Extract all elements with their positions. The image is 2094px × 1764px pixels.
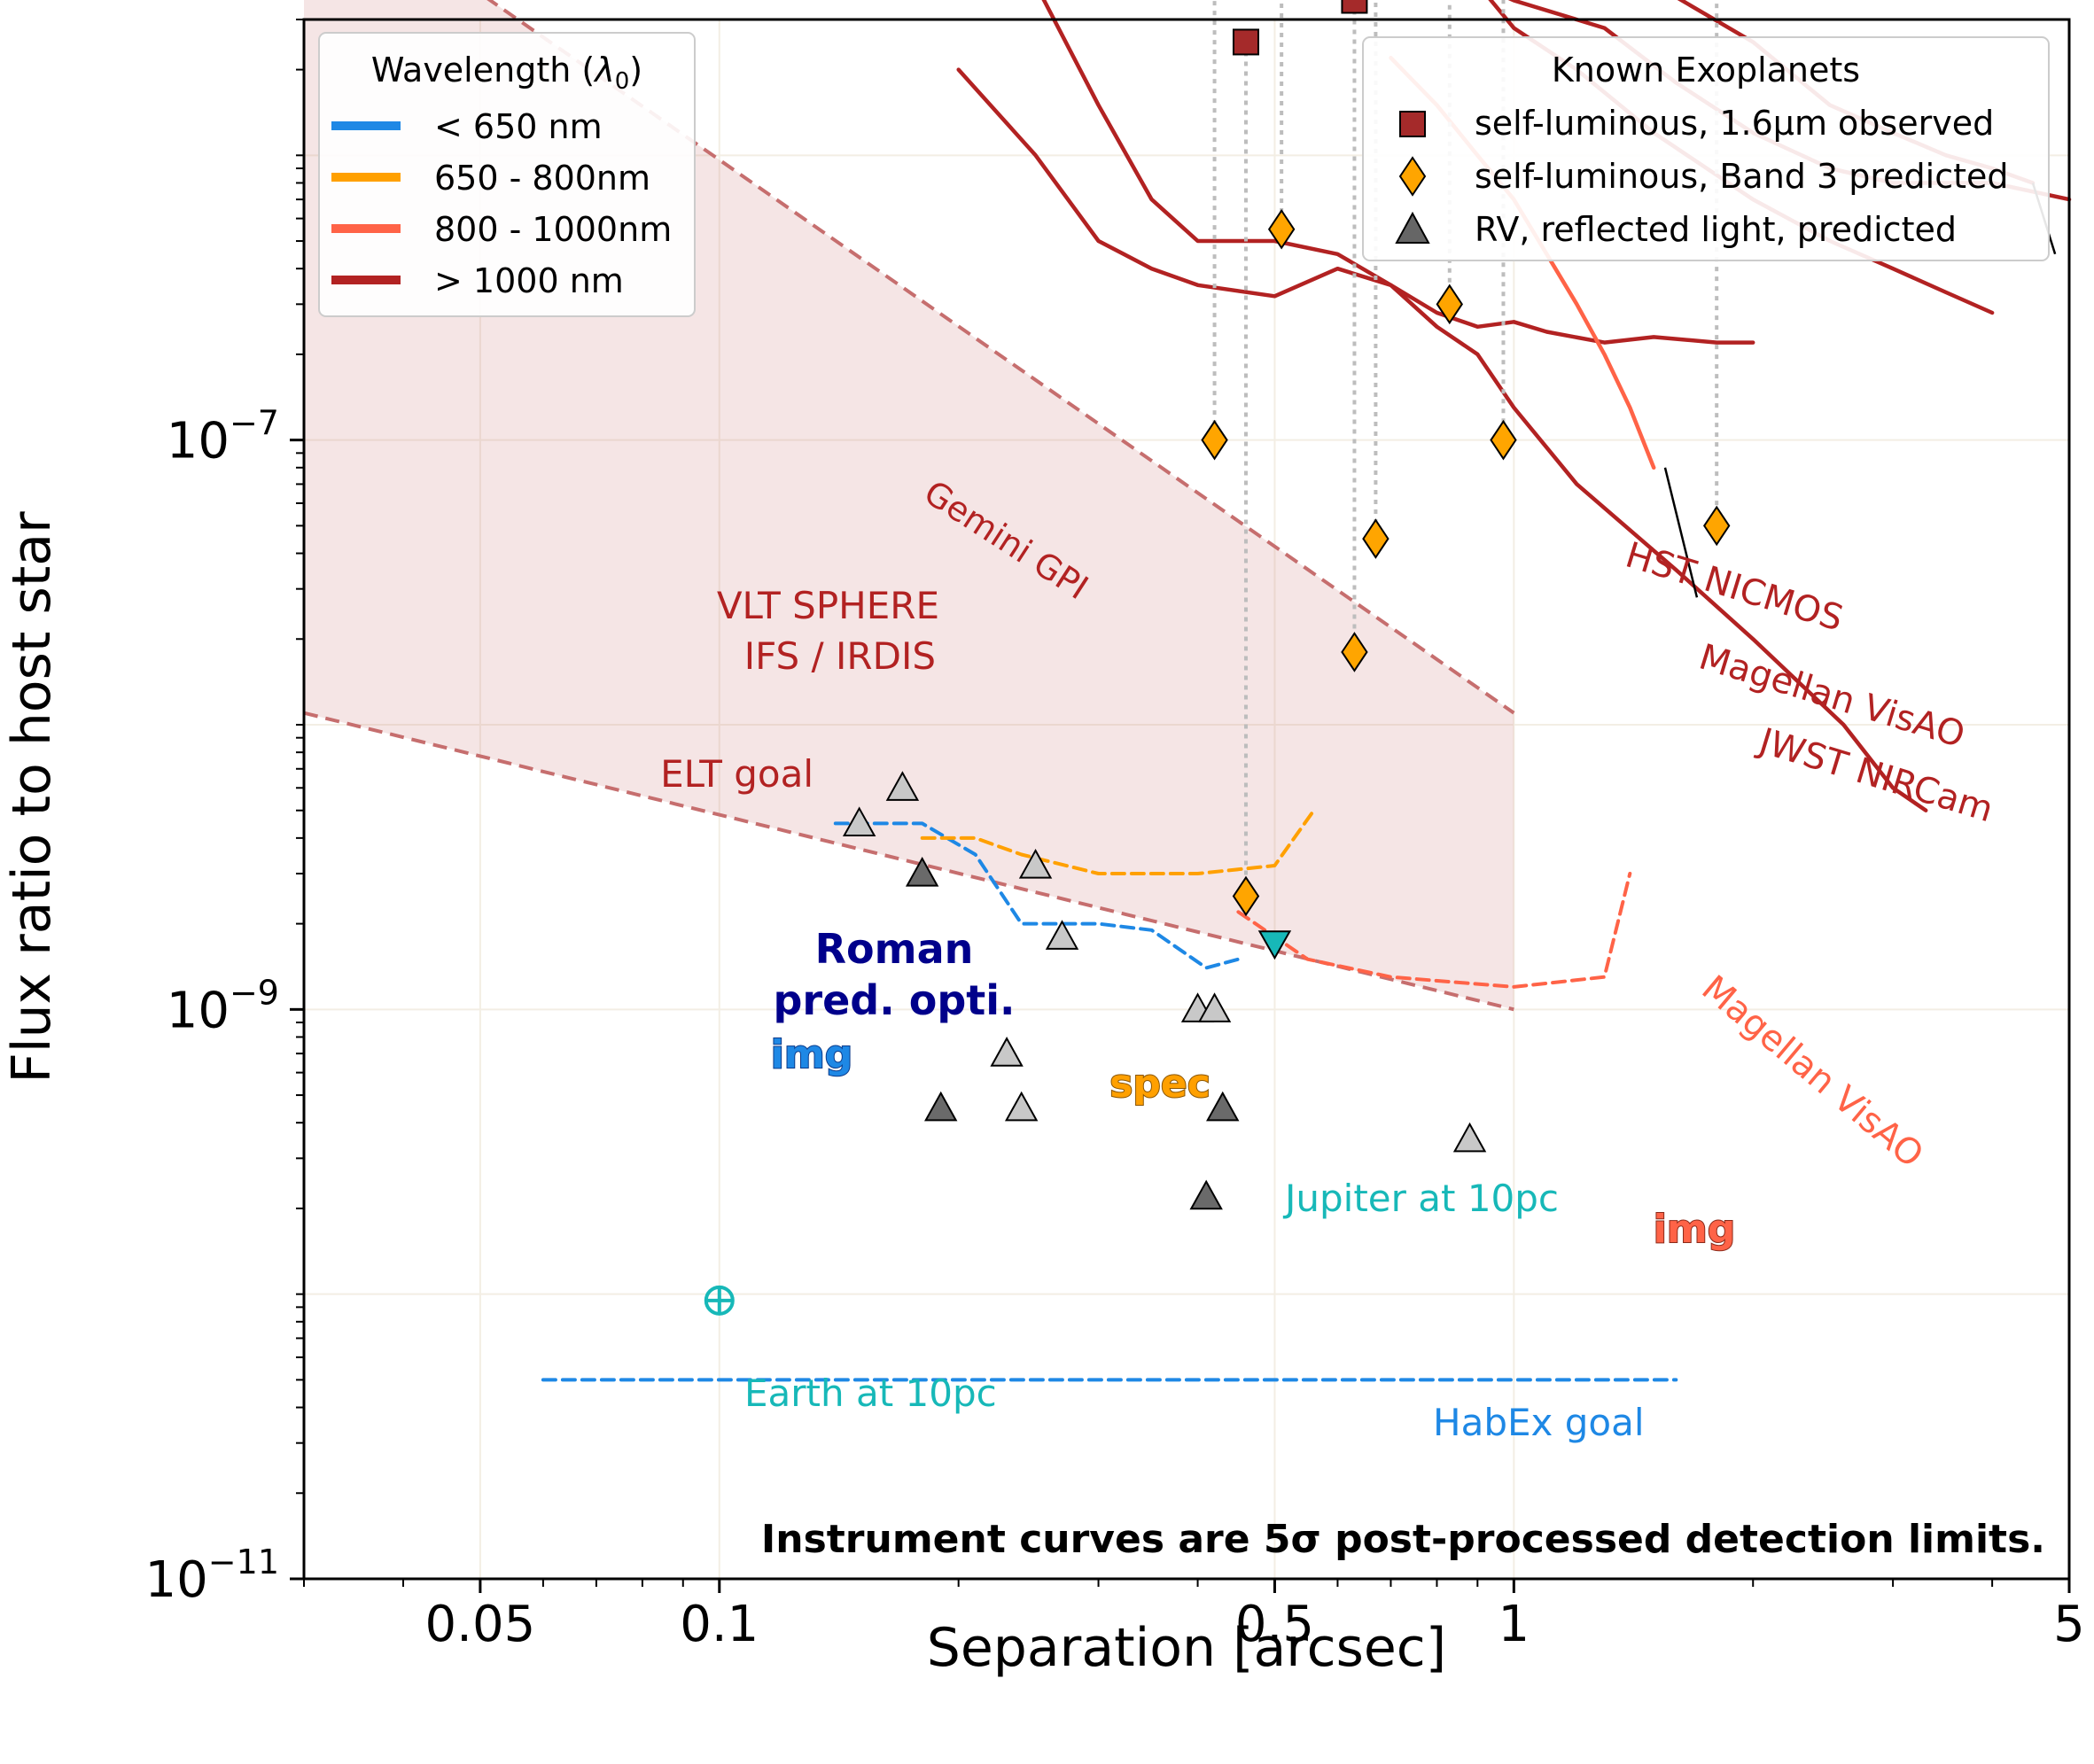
band3-diamond-6 (1490, 419, 1517, 461)
x-tick-label-4: 5 (2053, 1596, 2085, 1653)
annotation-elt-goal: ELT goal (660, 752, 813, 796)
y-tick-label-4: 10−11 (145, 1543, 279, 1609)
annotation-habex: HabEx goal (1433, 1401, 1645, 1444)
jupiter-marker (1257, 930, 1292, 960)
leader-magellan-salmon (1663, 467, 1699, 598)
rv-triangle-dark-0 (905, 856, 939, 887)
annotation-img-right: img (1654, 1207, 1735, 1252)
x-tick-label-1: 0.1 (680, 1596, 759, 1653)
series-line-6 (833, 821, 1241, 970)
y-tick-label-2: 10−7 (167, 404, 279, 470)
wavelength-legend: Wavelength (λ0) < 650 nm 650 - 800nm 800… (318, 32, 696, 317)
x-tick-label-3: 1 (1498, 1596, 1530, 1653)
rv-triangle-dark-1 (924, 1091, 958, 1122)
footnote: Instrument curves are 5σ post-processed … (761, 1517, 2045, 1562)
legend-square-marker (1399, 111, 1426, 137)
series-line-8 (1236, 872, 1632, 989)
band3-diamond-7 (1703, 505, 1731, 547)
rv-triangle-dark-2 (1206, 1091, 1240, 1122)
plot-frame (302, 18, 2071, 1581)
series-line-1 (1041, 0, 1755, 345)
x-axis-label: Separation [arcsec] (927, 1617, 1446, 1679)
rv-triangle-light-2 (1018, 848, 1053, 879)
rv-triangle-light-3 (1045, 920, 1079, 950)
band3-diamond-2 (1232, 875, 1260, 917)
wavelength-legend-box (318, 32, 696, 317)
rv-triangle-light-4 (990, 1037, 1024, 1067)
exoplanet-legend-box (1362, 36, 2050, 261)
band3-diamond-4 (1362, 518, 1390, 559)
annotation-roman-line1: Roman (815, 925, 974, 973)
wavelength-legend-label-2: 800 - 1000nm (434, 210, 672, 249)
annotation-roman-line2: pred. opti. (774, 976, 1016, 1024)
elt-band-upper-edge (487, 0, 1515, 715)
elt-band-lower-edge (303, 711, 1514, 1012)
x-tick-label-2: 0.5 (1235, 1596, 1314, 1653)
band3-diamond-5 (1436, 284, 1463, 325)
annotation-vlt-line1: VLT SPHERE (717, 584, 939, 627)
rv-triangle-light-1 (885, 771, 920, 801)
annotation-earth: Earth at 10pc (744, 1372, 997, 1415)
exoplanet-legend-title: Known Exoplanets (1552, 51, 1860, 89)
exoplanet-legend-label-2: RV, reflected light, predicted (1475, 210, 1957, 249)
band3-diamond-3 (1341, 632, 1368, 672)
rv-triangle-light-5 (1004, 1091, 1039, 1122)
annotation-jupiter: Jupiter at 10pc (1282, 1177, 1559, 1220)
wavelength-legend-label-0: < 650 nm (434, 107, 603, 146)
exoplanet-legend: Known Exoplanets self-luminous, 1.6μm ob… (1362, 36, 2050, 261)
y-axis-label: Flux ratio to host star (1, 511, 63, 1084)
annotation-vlt-line2: IFS / IRDIS (744, 634, 936, 678)
annotation-roman-spec: spec (1109, 1061, 1210, 1107)
exoplanet-legend-label-1: self-luminous, Band 3 predicted (1475, 157, 2009, 196)
rv-triangle-dark-3 (1189, 1179, 1223, 1210)
y-tick-label-3: 10−9 (167, 973, 279, 1039)
exoplanet-legend-label-0: self-luminous, 1.6μm observed (1475, 104, 1994, 143)
self-luminous-square-2 (1232, 28, 1259, 56)
wavelength-legend-title: Wavelength (λ0) (371, 51, 642, 95)
rv-triangle-light-8 (1452, 1122, 1487, 1153)
legend-triangle-marker (1395, 211, 1430, 244)
series-line-7 (920, 808, 1316, 875)
series-line-0 (956, 67, 1928, 812)
legend-diamond-marker (1398, 156, 1427, 197)
wavelength-legend-label-3: > 1000 nm (434, 261, 624, 300)
rv-triangle-light-0 (842, 806, 876, 837)
wavelength-legend-label-1: 650 - 800nm (434, 159, 650, 198)
band3-diamond-1 (1267, 208, 1296, 250)
band3-diamond-0 (1201, 419, 1228, 461)
rv-triangle-light-7 (1197, 992, 1232, 1022)
self-luminous-square-3 (1341, 0, 1368, 14)
annotation-roman-img: img (771, 1032, 852, 1077)
x-tick-label-0: 0.05 (425, 1596, 536, 1653)
